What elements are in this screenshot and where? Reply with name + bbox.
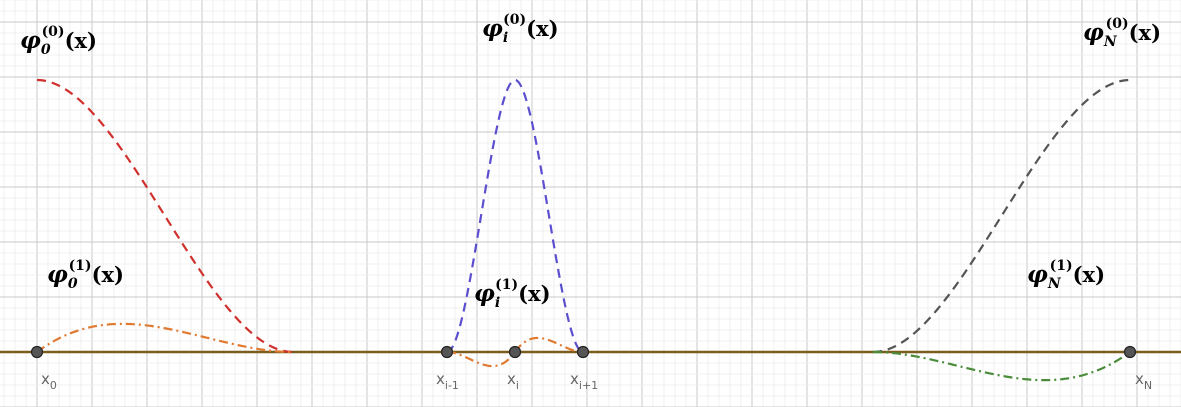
- label-phii-1: φi(1)(x): [474, 277, 551, 311]
- node-label-x0: x0: [41, 370, 57, 392]
- curve-phii-0: [446, 78, 584, 354]
- label-phiN-1: φN(1)(x): [1027, 258, 1105, 292]
- label-phiN-0: φN(0)(x): [1083, 16, 1161, 50]
- label-phii-0: φi(0)(x): [482, 12, 559, 46]
- node-point-xi: [508, 345, 522, 359]
- node-point-xi-1: [440, 345, 454, 359]
- node-label-xN: xN: [1135, 370, 1152, 392]
- node-label-xi+1: xi+1: [570, 370, 598, 392]
- node-label-xi-1: xi-1: [436, 370, 459, 392]
- node-point-xN: [1123, 345, 1137, 359]
- svg-text:φN(1)(x): φN(1)(x): [1027, 258, 1105, 292]
- label-phi0-0: φ0(0)(x): [20, 24, 97, 58]
- node-label-xi: xi: [507, 370, 519, 392]
- svg-text:φ0(1)(x): φ0(1)(x): [47, 258, 124, 292]
- curve-phiN-0: [872, 78, 1131, 354]
- svg-text:φN(0)(x): φN(0)(x): [1083, 16, 1161, 50]
- svg-text:φi(1)(x): φi(1)(x): [474, 277, 551, 311]
- label-phi0-1: φ0(1)(x): [47, 258, 124, 292]
- svg-text:φi(0)(x): φi(0)(x): [482, 12, 559, 46]
- curve-phiN-1: [872, 350, 1131, 382]
- node-points: [30, 345, 1137, 359]
- curve-phii-1: [446, 336, 584, 368]
- curve-phi0-0: [36, 78, 294, 354]
- curve-phi0-1: [36, 322, 294, 354]
- svg-text:φ0(0)(x): φ0(0)(x): [20, 24, 97, 58]
- node-point-x0: [30, 345, 44, 359]
- node-point-xi+1: [576, 345, 590, 359]
